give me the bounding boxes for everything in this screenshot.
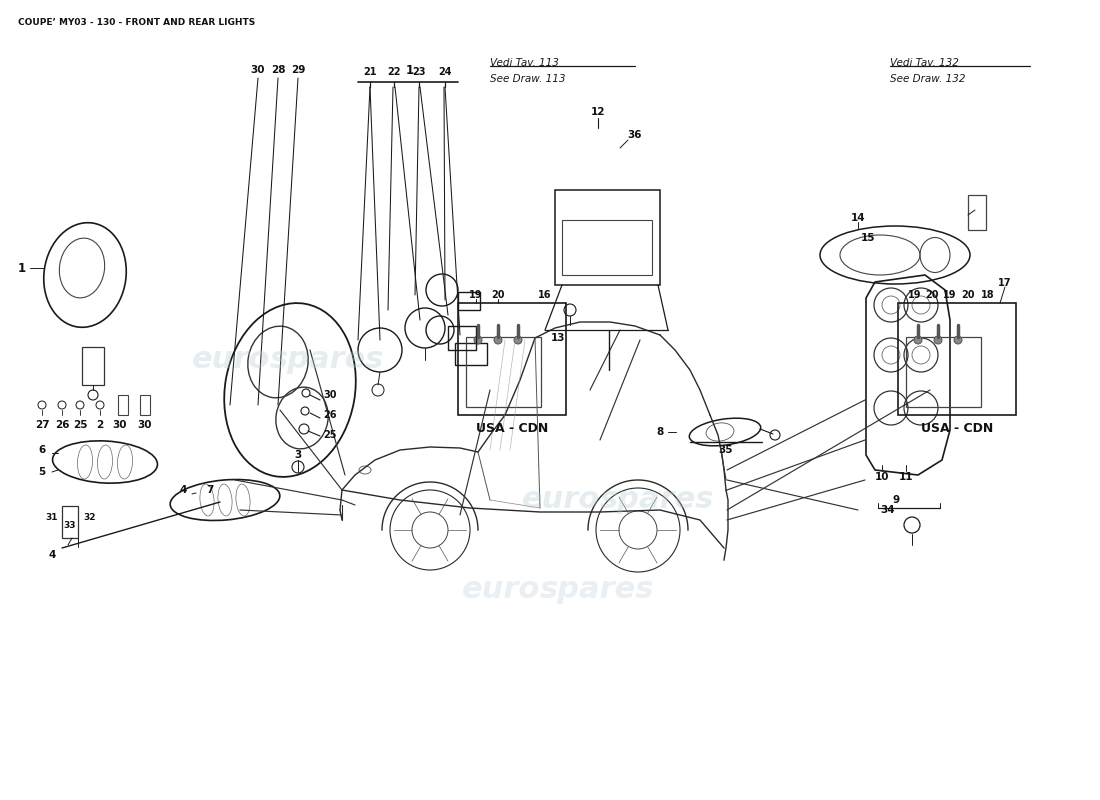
Text: 24: 24	[438, 67, 452, 77]
Text: 26: 26	[323, 410, 337, 420]
Text: 5: 5	[39, 467, 45, 477]
Text: 34: 34	[881, 505, 895, 515]
Text: 19: 19	[909, 290, 922, 300]
Text: euro: euro	[521, 486, 600, 514]
Bar	[556, 190, 660, 285]
Text: 7: 7	[207, 485, 213, 495]
Text: euro: euro	[462, 575, 540, 605]
Text: euro: euro	[191, 346, 270, 374]
Text: 2: 2	[97, 420, 103, 430]
Text: USA - CDN: USA - CDN	[476, 422, 548, 435]
Text: 36: 36	[628, 130, 642, 140]
Bar	[118, 395, 128, 415]
Bar	[562, 220, 652, 275]
Text: 22: 22	[387, 67, 400, 77]
Text: 23: 23	[412, 67, 426, 77]
Text: 1: 1	[18, 262, 26, 274]
Text: 33: 33	[64, 521, 76, 530]
Text: 3: 3	[295, 450, 301, 460]
Text: 20: 20	[961, 290, 975, 300]
Text: 9: 9	[892, 495, 900, 505]
Text: 26: 26	[55, 420, 69, 430]
Text: 30: 30	[112, 420, 128, 430]
Text: 15: 15	[860, 233, 876, 243]
Text: 19: 19	[470, 290, 483, 300]
Bar	[898, 303, 1016, 415]
Text: 19: 19	[944, 290, 957, 300]
Circle shape	[474, 336, 482, 344]
Text: 29: 29	[290, 65, 305, 75]
Text: 30: 30	[138, 420, 152, 430]
Text: USA - CDN: USA - CDN	[921, 422, 993, 435]
Text: spares: spares	[600, 486, 714, 514]
Text: spares: spares	[540, 575, 654, 605]
Text: See Draw. 132: See Draw. 132	[890, 74, 966, 84]
Text: 13: 13	[551, 333, 565, 343]
Text: 16: 16	[538, 290, 552, 300]
Text: 6: 6	[39, 445, 45, 455]
Text: 10: 10	[874, 472, 889, 482]
Bar	[62, 506, 78, 538]
Text: 32: 32	[84, 514, 97, 522]
Text: 14: 14	[850, 213, 866, 223]
Text: spares: spares	[270, 346, 384, 374]
Bar	[906, 337, 981, 407]
Text: See Draw. 113: See Draw. 113	[490, 74, 565, 84]
Text: 27: 27	[35, 420, 50, 430]
Text: 17: 17	[999, 278, 1012, 288]
Bar	[968, 195, 986, 230]
Text: 11: 11	[899, 472, 913, 482]
Text: 4: 4	[48, 550, 56, 560]
Bar	[455, 343, 487, 365]
Text: 28: 28	[271, 65, 285, 75]
Circle shape	[494, 336, 502, 344]
Text: Vedi Tav. 132: Vedi Tav. 132	[890, 58, 959, 68]
Text: COUPE’ MY03 - 130 - FRONT AND REAR LIGHTS: COUPE’ MY03 - 130 - FRONT AND REAR LIGHT…	[18, 18, 255, 27]
Circle shape	[954, 336, 962, 344]
Text: 20: 20	[925, 290, 938, 300]
Text: Vedi Tav. 113: Vedi Tav. 113	[490, 58, 559, 68]
Text: 30: 30	[323, 390, 337, 400]
Circle shape	[934, 336, 942, 344]
Circle shape	[914, 336, 922, 344]
Bar	[458, 292, 480, 310]
Text: 25: 25	[323, 430, 337, 440]
Bar	[448, 326, 476, 350]
Bar	[458, 303, 566, 415]
Bar	[82, 347, 104, 385]
Text: 18: 18	[981, 290, 994, 300]
Text: 4: 4	[179, 485, 187, 495]
Bar	[466, 337, 541, 407]
Text: 8: 8	[657, 427, 663, 437]
Text: 25: 25	[73, 420, 87, 430]
Text: 1: 1	[406, 63, 414, 77]
Text: 30: 30	[251, 65, 265, 75]
Bar	[140, 395, 150, 415]
Text: 35: 35	[718, 445, 734, 455]
Text: 31: 31	[46, 514, 58, 522]
Text: 21: 21	[363, 67, 376, 77]
Text: 20: 20	[492, 290, 505, 300]
Text: 12: 12	[591, 107, 605, 117]
Circle shape	[514, 336, 522, 344]
